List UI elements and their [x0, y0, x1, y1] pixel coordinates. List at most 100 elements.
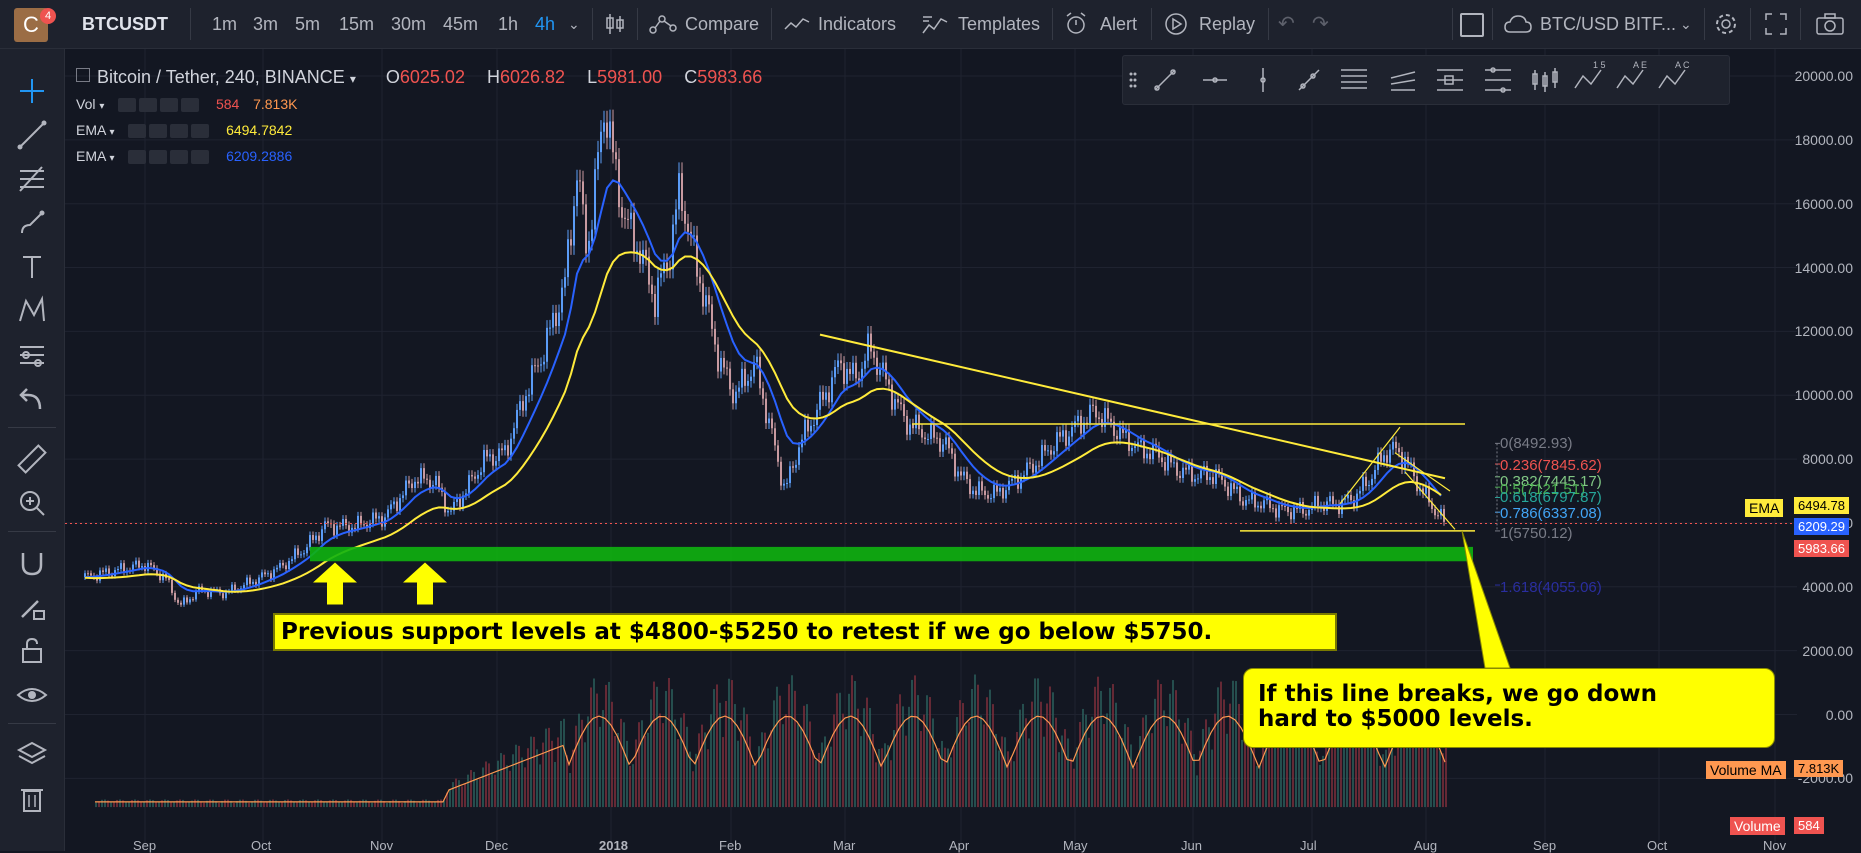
series-chevron-icon[interactable]: ▾ — [349, 72, 356, 86]
interval-45m[interactable]: 45m — [443, 14, 479, 34]
candle — [156, 568, 158, 574]
horizontal-line-icon[interactable] — [1203, 77, 1227, 83]
volume-bar — [818, 752, 820, 808]
ray-icon[interactable] — [1298, 69, 1320, 91]
volume-bar — [866, 697, 868, 808]
close-icon[interactable] — [191, 150, 210, 165]
indicators-icon[interactable] — [784, 16, 810, 32]
collapse-legend-icon[interactable] — [76, 68, 90, 82]
undo-icon[interactable]: ↶ — [1278, 13, 1295, 35]
ticker-chevron-icon[interactable]: ⌄ — [1680, 16, 1692, 32]
gear-icon[interactable] — [149, 150, 168, 165]
ema1-chevron-icon[interactable]: ▾ — [109, 127, 115, 138]
close-icon[interactable] — [191, 124, 210, 139]
vertical-line-icon[interactable] — [1260, 68, 1266, 92]
trendline-icon[interactable] — [14, 117, 50, 153]
prediction-icon[interactable] — [14, 337, 50, 373]
unlock-icon[interactable] — [14, 633, 50, 669]
support-note[interactable]: Previous support levels at $4800-$5250 t… — [273, 613, 1337, 651]
layout-icon[interactable] — [1460, 13, 1484, 37]
parallel-channel-icon[interactable] — [1341, 69, 1367, 89]
gear-icon[interactable] — [139, 98, 158, 113]
ema2-chevron-icon[interactable]: ▾ — [109, 153, 115, 164]
lock-drawing-icon[interactable] — [14, 589, 50, 625]
replay-button[interactable]: Replay — [1199, 14, 1256, 34]
magnet-icon[interactable] — [14, 545, 50, 581]
crosshair-icon[interactable] — [14, 73, 50, 109]
text-icon[interactable] — [14, 249, 50, 285]
back-icon[interactable] — [14, 381, 50, 417]
close-icon[interactable] — [181, 98, 200, 113]
trendline-icon[interactable] — [1154, 69, 1176, 91]
ema2-label[interactable]: EMA — [76, 148, 106, 164]
floating-drawing-toolbar: 1 5 A E A C — [1122, 55, 1730, 105]
volume-chevron-icon[interactable]: ▾ — [99, 101, 105, 112]
settings-icon[interactable] — [170, 150, 189, 165]
ticker-dropdown[interactable]: BTC/USD BITF... — [1540, 14, 1677, 34]
compare-icon[interactable] — [648, 13, 678, 35]
eye-icon[interactable] — [128, 150, 147, 165]
volume-bar — [1133, 768, 1135, 808]
callout-box[interactable]: If this line breaks, we go down hard to … — [1243, 668, 1775, 748]
interval-3m[interactable]: 3m — [253, 14, 279, 34]
series-title[interactable]: Bitcoin / Tether, 240, BINANCE — [97, 67, 345, 87]
brush-icon[interactable] — [14, 205, 50, 241]
camera-icon[interactable] — [1816, 13, 1844, 35]
price-axis[interactable]: 20000.00 18000.00 16000.00 14000.00 12000.00… — [1795, 49, 1861, 851]
pitchfork-icon[interactable] — [1485, 67, 1511, 93]
cloud-icon[interactable] — [1504, 13, 1532, 35]
settings-icon[interactable] — [160, 98, 179, 113]
trash-icon[interactable] — [14, 781, 50, 817]
redo-icon[interactable]: ↷ — [1312, 13, 1329, 35]
volume-label[interactable]: Vol — [76, 96, 96, 112]
indicators-button[interactable]: Indicators — [818, 14, 897, 34]
templates-icon[interactable] — [922, 13, 948, 35]
volume-bar — [785, 714, 787, 808]
pattern-xabcd-icon[interactable]: 1 5 — [1574, 60, 1606, 89]
alert-button[interactable]: Alert — [1100, 14, 1138, 34]
pattern-elliott-icon[interactable]: A C — [1658, 60, 1690, 89]
fib-icon[interactable] — [14, 161, 50, 197]
fullscreen-icon[interactable] — [1765, 13, 1787, 35]
eye-icon[interactable] — [14, 677, 50, 713]
ruler-icon[interactable] — [14, 441, 50, 477]
eye-icon[interactable] — [118, 98, 137, 113]
regression-trend-icon[interactable] — [1390, 71, 1416, 91]
ema1-label[interactable]: EMA — [76, 122, 106, 138]
gear-icon[interactable] — [149, 124, 168, 139]
interval-15m[interactable]: 15m — [339, 14, 375, 34]
eye-icon[interactable] — [128, 124, 147, 139]
gear-icon[interactable] — [1714, 12, 1738, 36]
pattern-abcd-icon[interactable]: A E — [1616, 60, 1647, 89]
close-value: 5983.66 — [697, 67, 763, 87]
interval-30m[interactable]: 30m — [391, 14, 427, 34]
interval-1h[interactable]: 1h — [498, 14, 519, 34]
compare-button[interactable]: Compare — [685, 14, 760, 34]
candle — [501, 448, 503, 451]
interval-dropdown-chevron-icon[interactable]: ⌄ — [568, 16, 580, 32]
pattern-icon[interactable] — [14, 293, 50, 329]
fib-retracement-icon[interactable] — [1437, 69, 1463, 91]
symbol-search[interactable]: BTCUSDT — [82, 14, 168, 34]
volume-price-tag: 584 — [1794, 817, 1824, 834]
drag-handle-icon[interactable] — [1129, 72, 1137, 88]
time-axis[interactable]: Sep Oct Nov Dec 2018 Feb Mar Apr May Jun Jul Aug Sep… — [65, 838, 1797, 853]
layers-icon[interactable] — [14, 737, 50, 773]
interval-5m[interactable]: 5m — [295, 14, 321, 34]
open-label: O — [385, 67, 400, 87]
volume-bar — [503, 754, 505, 808]
price-chart[interactable] — [65, 49, 1797, 851]
settings-icon[interactable] — [170, 124, 189, 139]
candles-icon[interactable] — [604, 12, 626, 36]
interval-1m[interactable]: 1m — [212, 14, 238, 34]
candle — [843, 363, 845, 384]
interval-4h[interactable]: 4h — [535, 14, 556, 34]
volume-bar — [1205, 719, 1207, 808]
zoom-icon[interactable] — [14, 485, 50, 521]
alert-icon[interactable] — [1064, 12, 1088, 36]
templates-button[interactable]: Templates — [958, 14, 1041, 34]
time-tick-label: Sep — [1533, 838, 1557, 853]
volume-bar — [734, 704, 736, 808]
candles-icon[interactable] — [1532, 68, 1558, 92]
replay-icon[interactable] — [1164, 12, 1188, 36]
